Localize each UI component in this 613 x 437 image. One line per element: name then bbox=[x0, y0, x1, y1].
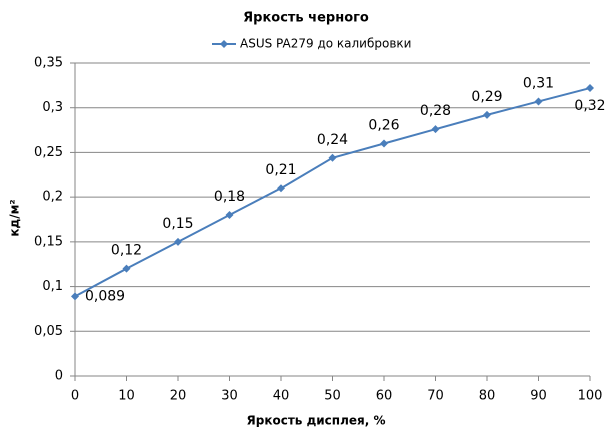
x-tick-label: 50 bbox=[324, 389, 341, 404]
legend-label: ASUS PA279 до калибровки bbox=[240, 37, 411, 51]
x-tick-label: 40 bbox=[273, 389, 290, 404]
value-label: 0,21 bbox=[265, 162, 296, 178]
x-tick-label: 100 bbox=[578, 389, 603, 404]
value-label: 0,12 bbox=[111, 243, 142, 259]
legend-marker bbox=[220, 40, 228, 48]
series-line bbox=[74, 87, 591, 298]
y-tick-label: 0,1 bbox=[42, 279, 63, 294]
y-tick-label: 0 bbox=[55, 369, 63, 384]
point-marker bbox=[534, 97, 543, 106]
value-label: 0,26 bbox=[368, 117, 399, 133]
point-marker bbox=[277, 184, 285, 193]
value-label: 0,31 bbox=[523, 75, 554, 91]
x-tick-label: 60 bbox=[376, 389, 393, 404]
value-label: 0,29 bbox=[471, 89, 502, 105]
y-tick-label: 0,2 bbox=[42, 190, 63, 205]
y-tick-label: 0,35 bbox=[34, 56, 63, 71]
value-label: 0,32 bbox=[574, 98, 605, 114]
y-tick-label: 0,3 bbox=[42, 100, 63, 115]
value-label: 0,089 bbox=[85, 288, 125, 304]
value-label: 0,15 bbox=[162, 216, 193, 232]
x-tick-label: 10 bbox=[118, 389, 135, 404]
x-tick-label: 90 bbox=[530, 389, 547, 404]
value-label: 0,28 bbox=[420, 103, 451, 119]
x-tick-label: 80 bbox=[479, 389, 496, 404]
point-marker bbox=[225, 211, 234, 220]
point-marker bbox=[586, 84, 594, 93]
chart-title: Яркость черного bbox=[243, 11, 369, 26]
point-marker bbox=[328, 153, 337, 162]
point-marker bbox=[174, 237, 182, 246]
y-tick-label: 0,25 bbox=[34, 145, 63, 160]
point-marker bbox=[122, 264, 131, 273]
x-axis-title: Яркость дисплея, % bbox=[247, 414, 386, 428]
y-axis-title: кд/м² bbox=[8, 199, 22, 236]
point-marker bbox=[380, 139, 388, 148]
x-tick-label: 70 bbox=[427, 389, 444, 404]
x-tick-label: 20 bbox=[170, 389, 187, 404]
y-tick-label: 0,05 bbox=[34, 324, 63, 339]
x-tick-label: 30 bbox=[221, 389, 238, 404]
point-marker bbox=[483, 110, 491, 119]
point-marker bbox=[71, 292, 79, 301]
y-tick-label: 0,15 bbox=[34, 234, 63, 249]
point-marker bbox=[431, 125, 440, 134]
value-label: 0,18 bbox=[214, 189, 245, 205]
value-label: 0,24 bbox=[317, 132, 348, 148]
x-tick-label: 0 bbox=[71, 389, 79, 404]
